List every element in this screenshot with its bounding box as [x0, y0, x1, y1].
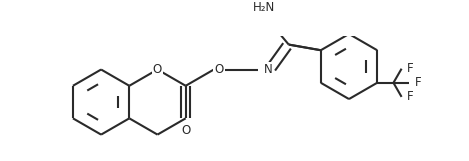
Text: H₂N: H₂N — [252, 1, 275, 14]
Text: N: N — [264, 63, 272, 76]
Text: O: O — [181, 124, 190, 137]
Text: O: O — [214, 63, 224, 76]
Text: F: F — [407, 62, 413, 75]
Text: O: O — [153, 63, 162, 76]
Text: F: F — [415, 76, 422, 89]
Text: F: F — [407, 90, 413, 103]
